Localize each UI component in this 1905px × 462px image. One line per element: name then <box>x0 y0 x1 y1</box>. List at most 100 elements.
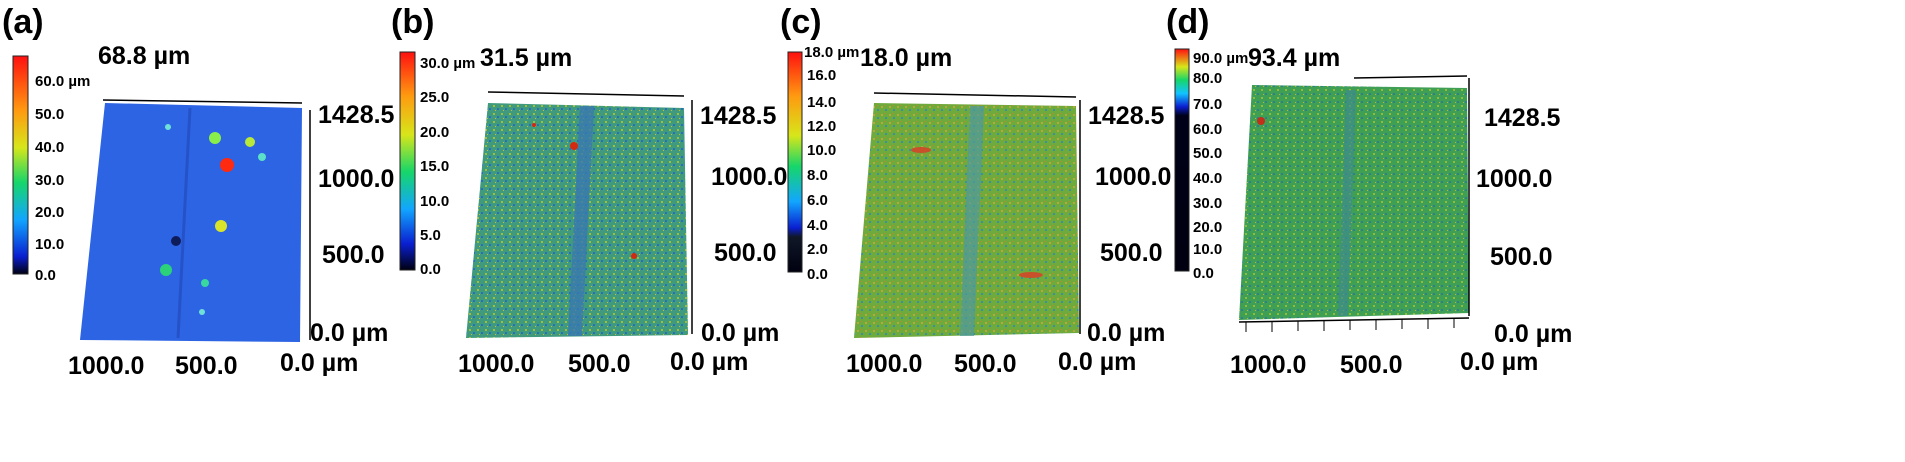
panel-c-y-tick: 500.0 <box>1100 239 1163 267</box>
panel-b-top-axis <box>487 91 685 97</box>
panel-a-bump <box>201 279 209 287</box>
panel-a-bump <box>199 309 205 315</box>
panel-c: (c) 18.0 µm 18.0 µm 16.0 14.0 12.0 10.0 … <box>776 0 1171 462</box>
panel-c-colorbar-tick: 18.0 µm <box>804 44 860 61</box>
panel-d-colorbar-tick: 90.0 µm <box>1193 50 1249 67</box>
panel-a-colorbar-tick: 40.0 <box>35 139 65 156</box>
panel-b-max-height: 31.5 µm <box>480 44 573 72</box>
panel-b-colorbar-tick: 10.0 <box>420 193 450 210</box>
panel-d-colorbar-tick: 80.0 <box>1193 70 1223 87</box>
panel-c-x-tick: 500.0 <box>954 350 1017 378</box>
panel-a-y-tick: 1428.5 <box>318 101 395 129</box>
panel-d-y-tick: 0.0 µm <box>1494 320 1573 348</box>
panel-c-colorbar-tick: 4.0 <box>807 217 828 234</box>
panel-d-colorbar-tick: 10.0 <box>1193 241 1223 258</box>
panel-d-x-tick: 0.0 µm <box>1460 348 1539 376</box>
panel-c-colorbar-tick: 2.0 <box>807 241 828 258</box>
panel-d-surface <box>1239 85 1469 320</box>
panel-c-x-tick: 1000.0 <box>846 350 923 378</box>
panel-b: (b) 31.5 µm 30.0 µm 25.0 20.0 15.0 10.0 … <box>388 0 787 462</box>
panel-a-surface <box>80 103 302 342</box>
panel-d-colorbar-tick: 60.0 <box>1193 121 1223 138</box>
panel-a-colorbar-tick: 0.0 <box>35 267 56 284</box>
panel-d-colorbar-fill <box>1174 48 1190 272</box>
panel-b-y-tick: 1000.0 <box>711 163 788 191</box>
panel-a-top-axis <box>102 99 303 104</box>
panel-b-x-tick: 1000.0 <box>458 350 535 378</box>
panel-a-bump <box>258 153 266 161</box>
panel-c-plot <box>787 51 1081 338</box>
panel-d-top-axis <box>1353 75 1468 79</box>
panel-a-bump <box>215 220 227 232</box>
panel-a-x-tick: 0.0 µm <box>280 349 359 377</box>
panel-a-plot <box>12 55 311 342</box>
panel-c-peak <box>1019 272 1043 278</box>
panel-b-surface-groove <box>568 106 594 336</box>
panel-a-y-tick: 500.0 <box>322 241 385 269</box>
panel-a-bump <box>245 137 255 147</box>
panel-a-bump <box>165 124 171 130</box>
panel-a-x-tick: 500.0 <box>175 352 238 380</box>
panel-b-colorbar-tick: 5.0 <box>420 227 441 244</box>
panel-a-bump <box>171 236 181 246</box>
panel-d-colorbar-tick: 0.0 <box>1193 265 1214 282</box>
panel-d-max-height: 93.4 µm <box>1248 44 1341 72</box>
panel-d-label: (d) <box>1166 3 1210 41</box>
panel-a-colorbar-fill <box>12 55 29 275</box>
panel-a-colorbar-tick: 10.0 <box>35 236 65 253</box>
panel-c-top-axis <box>873 92 1077 98</box>
panel-b-colorbar-tick: 15.0 <box>420 158 450 175</box>
panel-a-colorbar-tick: 30.0 <box>35 172 65 189</box>
panel-d-plot <box>1174 48 1470 332</box>
panel-c-y-tick: 1000.0 <box>1095 163 1172 191</box>
panel-c-colorbar-tick: 8.0 <box>807 167 828 184</box>
panel-b-x-tick: 0.0 µm <box>670 348 749 376</box>
panel-d: (d) 93.4 µm 90.0 µm 80.0 70.0 60.0 50.0 … <box>1164 0 1572 462</box>
panel-a-max-height: 68.8 µm <box>98 42 191 70</box>
panel-d-y-tick: 1000.0 <box>1476 165 1553 193</box>
panel-c-colorbar-tick: 12.0 <box>807 118 837 135</box>
panel-d-bottom-axis <box>1238 317 1470 323</box>
panel-a-colorbar-tick: 50.0 <box>35 106 65 123</box>
panel-c-max-height: 18.0 µm <box>860 44 953 72</box>
panel-a-surface-streak <box>176 107 192 339</box>
panel-d-colorbar-tick: 30.0 <box>1193 195 1223 212</box>
panel-a-colorbar-tick: 60.0 µm <box>35 73 91 90</box>
panel-a-colorbar-tick: 20.0 <box>35 204 65 221</box>
panel-c-colorbar-fill <box>787 51 803 273</box>
panel-d-bottom-ticks <box>1245 318 1455 332</box>
panel-b-peak <box>631 253 637 259</box>
panel-c-peak <box>911 147 931 153</box>
panel-b-colorbar-tick: 0.0 <box>420 261 441 278</box>
panel-d-colorbar-tick: 40.0 <box>1193 170 1223 187</box>
panel-b-colorbar-tick: 20.0 <box>420 124 450 141</box>
panel-a-label: (a) <box>2 3 44 41</box>
panel-d-colorbar-tick: 20.0 <box>1193 219 1223 236</box>
panel-d-x-tick: 1000.0 <box>1230 351 1307 379</box>
panel-a-bump <box>160 264 172 276</box>
panel-d-peak <box>1257 117 1265 125</box>
panel-b-x-tick: 500.0 <box>568 350 631 378</box>
panel-b-peak <box>532 123 536 127</box>
panel-c-colorbar-tick: 16.0 <box>807 67 837 84</box>
panel-c-x-tick: 0.0 µm <box>1058 348 1137 376</box>
panel-b-colorbar-tick: 25.0 <box>420 89 450 106</box>
panel-d-y-tick: 1428.5 <box>1484 104 1561 132</box>
panel-c-surface-groove <box>960 106 984 336</box>
panel-b-colorbar-tick: 30.0 µm <box>420 55 476 72</box>
panel-a-x-tick: 1000.0 <box>68 352 145 380</box>
panel-b-y-tick: 0.0 µm <box>701 319 780 347</box>
panel-d-colorbar-tick: 50.0 <box>1193 145 1223 162</box>
panel-c-colorbar-tick: 0.0 <box>807 266 828 283</box>
panel-b-plot <box>399 51 693 338</box>
panel-c-colorbar-tick: 14.0 <box>807 94 837 111</box>
panel-d-surface-groove <box>1338 90 1356 316</box>
panel-c-colorbar-tick: 10.0 <box>807 142 837 159</box>
panel-b-colorbar-fill <box>399 51 416 271</box>
panel-a-y-tick: 0.0 µm <box>310 319 389 347</box>
panel-d-colorbar-tick: 70.0 <box>1193 96 1223 113</box>
panel-c-label: (c) <box>780 3 822 41</box>
panel-b-y-tick: 500.0 <box>714 239 777 267</box>
panel-c-colorbar-tick: 6.0 <box>807 192 828 209</box>
panel-a-bump <box>209 132 221 144</box>
